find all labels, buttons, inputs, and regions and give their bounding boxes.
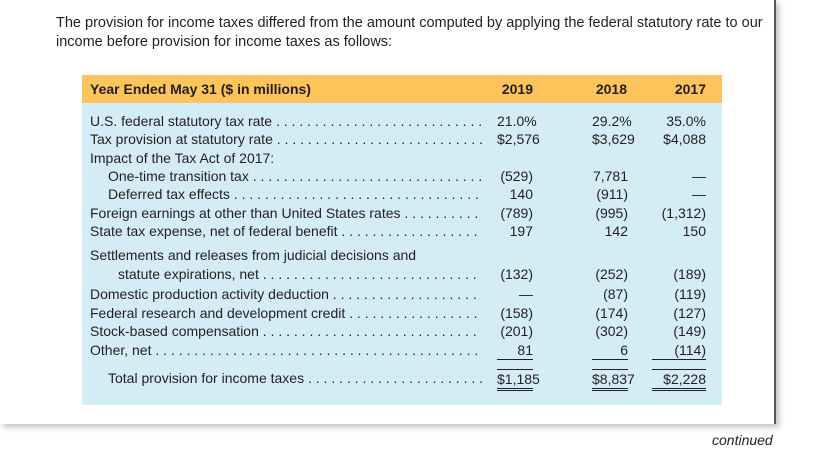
- cell-2018: (995): [595, 205, 628, 221]
- income-tax-reconciliation-table: Year Ended May 31 ($ in millions) 2019 2…: [82, 75, 722, 405]
- cell-2017: (189): [673, 266, 706, 282]
- cell-2019: (158): [500, 305, 533, 321]
- row-label: statute expirations, net: [118, 265, 482, 283]
- cell-2018: $3,629: [592, 131, 635, 147]
- table-row: Deferred tax effects 140 (911) —: [82, 185, 722, 203]
- cell-2019: 81: [497, 341, 533, 360]
- cell-2018: 7,781: [592, 168, 628, 184]
- cell-2017: $2,228: [652, 369, 706, 391]
- header-year-2017: 2017: [674, 81, 706, 97]
- cell-2017: —: [692, 186, 706, 202]
- row-label: Stock-based compensation: [90, 322, 482, 340]
- cell-2017: (119): [674, 286, 706, 302]
- row-label: State tax expense, net of federal benefi…: [90, 222, 482, 240]
- cell-2018: $8,837: [592, 369, 635, 391]
- table-header: Year Ended May 31 ($ in millions) 2019 2…: [82, 75, 722, 103]
- cell-2019: 197: [509, 223, 533, 239]
- table-row: Settlements and releases from judicial d…: [82, 246, 722, 264]
- header-title: Year Ended May 31 ($ in millions): [90, 81, 311, 97]
- cell-2017: (127): [673, 305, 706, 321]
- row-label: Deferred tax effects: [108, 185, 482, 203]
- cell-2019: (132): [500, 266, 533, 282]
- cell-2018: 142: [604, 223, 628, 239]
- table-row: Stock-based compensation (201) (302) (149): [82, 322, 722, 340]
- cell-2017: (149): [673, 323, 706, 339]
- row-label: Tax provision at statutory rate: [90, 130, 482, 148]
- row-label: Foreign earnings at other than United St…: [90, 204, 482, 222]
- row-label: Settlements and releases from judicial d…: [90, 247, 417, 263]
- cell-2017: 150: [682, 223, 706, 239]
- table-row: State tax expense, net of federal benefi…: [82, 222, 722, 240]
- table-row: Tax provision at statutory rate $2,576 $3,…: [82, 130, 722, 148]
- table-row: Other, net 81 6 (114): [82, 341, 722, 360]
- cell-2018: (911): [596, 186, 628, 202]
- cell-2018: (302): [595, 323, 628, 339]
- table-row: U.S. federal statutory tax rate 21.0% 29.2…: [82, 112, 722, 130]
- cell-2018: (252): [595, 266, 628, 282]
- continued-note: continued: [712, 432, 773, 448]
- cell-2018: 29.2%: [592, 113, 632, 129]
- cell-2019: 140: [509, 186, 533, 202]
- table-row: Federal research and development credit (…: [82, 304, 722, 322]
- header-year-2018: 2018: [595, 81, 627, 97]
- header-year-2019: 2019: [501, 81, 533, 97]
- cell-2019: (201): [500, 323, 533, 339]
- cell-2017: (1,312): [661, 205, 706, 221]
- row-label: Other, net: [90, 341, 482, 359]
- row-label: Total provision for income taxes: [108, 369, 482, 387]
- cell-2019: $2,576: [497, 131, 540, 147]
- cell-2017: 35.0%: [666, 113, 706, 129]
- table-row: Impact of the Tax Act of 2017:: [82, 149, 722, 167]
- row-label: U.S. federal statutory tax rate: [90, 112, 482, 130]
- document-page: The provision for income taxes differed …: [0, 0, 776, 424]
- cell-2019: —: [519, 286, 533, 302]
- row-label: One-time transition tax: [108, 167, 482, 185]
- cell-2018: (87): [603, 286, 628, 302]
- cell-2017: (114): [652, 341, 706, 360]
- cell-2018: 6: [592, 341, 628, 360]
- cell-2019: (789): [500, 205, 533, 221]
- row-label: Federal research and development credit: [90, 304, 482, 322]
- cell-2019: $1,185: [497, 369, 540, 391]
- table-row: Foreign earnings at other than United St…: [82, 204, 722, 222]
- cell-2019: (529): [500, 168, 533, 184]
- row-label: Domestic production activity deduction: [90, 285, 482, 303]
- cell-2018: (174): [595, 305, 628, 321]
- cell-2019: 21.0%: [497, 113, 537, 129]
- table-row: statute expirations, net (132) (252) (189): [82, 265, 722, 283]
- intro-paragraph: The provision for income taxes differed …: [56, 15, 763, 50]
- cell-2017: $4,088: [663, 131, 706, 147]
- cell-2017: —: [692, 168, 706, 184]
- row-label: Impact of the Tax Act of 2017:: [90, 150, 275, 166]
- table-row: Domestic production activity deduction — (…: [82, 285, 722, 303]
- table-row: One-time transition tax (529) 7,781 —: [82, 167, 722, 185]
- table-row: Total provision for income taxes $1,185 $8…: [82, 369, 722, 391]
